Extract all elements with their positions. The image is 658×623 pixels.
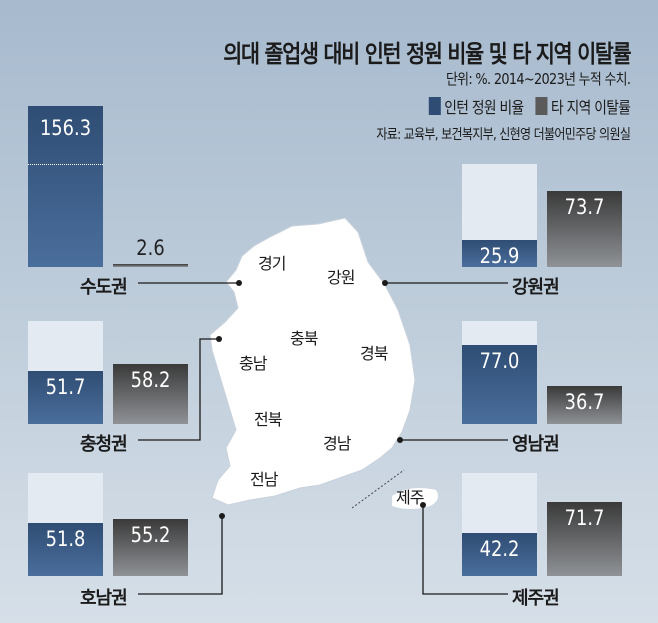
value-label-outflow: 55.2 xyxy=(130,523,171,548)
map-label-gangwon: 강원 xyxy=(327,268,355,287)
region-label: 영남권 xyxy=(512,434,560,455)
bar-outflow-호남권 xyxy=(113,519,188,576)
value-label-outflow: 2.6 xyxy=(136,236,165,261)
value-label-outflow: 58.2 xyxy=(130,368,171,393)
mainland-shape xyxy=(209,217,416,506)
legend: 인턴 정원 비율 타 지역 이탈률 xyxy=(428,94,631,118)
bar-intern-제주권 xyxy=(462,532,537,576)
region-label: 제주권 xyxy=(512,588,560,609)
region-dots xyxy=(216,280,426,519)
map-label-gyeongbuk: 경북 xyxy=(360,344,388,363)
map-label-chungbuk: 충북 xyxy=(290,329,318,348)
legend-label: 인턴 정원 비율 xyxy=(444,98,524,117)
bar-intern-영남권 xyxy=(462,344,537,424)
reference-100-line xyxy=(28,164,103,165)
map-label-gyeonggi: 경기 xyxy=(258,254,286,273)
legend-item-outflow: 타 지역 이탈률 xyxy=(535,94,631,118)
jeju-shape xyxy=(392,488,438,509)
region-label: 호남권 xyxy=(80,588,128,609)
value-label-intern: 156.3 xyxy=(39,116,92,140)
value-label-outflow: 73.7 xyxy=(564,195,605,220)
bar-outflow-충청권 xyxy=(113,364,188,424)
bar-outflow-수도권 xyxy=(113,264,188,267)
map-label-jeonbuk: 전북 xyxy=(254,410,282,429)
unit-note: 단위: %. 2014~2023년 누적 수치. xyxy=(445,70,631,88)
legend-swatch-intern xyxy=(428,97,441,115)
bar-intern-수도권 xyxy=(28,106,103,267)
value-label-intern: 42.2 xyxy=(479,536,520,561)
legend-label: 타 지역 이탈률 xyxy=(550,98,631,117)
map-label-jeju: 제주 xyxy=(396,488,424,507)
map-label-gyeongnam: 경남 xyxy=(323,434,351,453)
bar-outflow-제주권 xyxy=(547,502,622,576)
legend-swatch-outflow xyxy=(535,97,548,115)
map-label-chungnam: 충남 xyxy=(239,354,267,373)
source-note: 자료: 교육부, 보건복지부, 신현영 더불어민주당 의원실 xyxy=(376,127,631,143)
value-label-intern: 51.7 xyxy=(45,374,86,399)
value-label-intern: 77.0 xyxy=(479,348,520,373)
value-label-outflow: 36.7 xyxy=(564,390,605,415)
value-label-intern: 25.9 xyxy=(479,244,520,269)
bar-intern-호남권 xyxy=(28,522,103,576)
region-label: 수도권 xyxy=(80,277,128,298)
region-label: 충청권 xyxy=(80,434,128,455)
legend-item-intern: 인턴 정원 비율 xyxy=(428,94,524,118)
divider-line xyxy=(351,469,405,509)
map-label-jeonnam: 전남 xyxy=(250,470,278,489)
bar-intern-강원권 xyxy=(462,240,537,267)
value-label-outflow: 71.7 xyxy=(564,506,605,531)
bar-intern-충청권 xyxy=(28,370,103,424)
bar-outflow-강원권 xyxy=(547,191,622,267)
value-label-intern: 51.8 xyxy=(45,526,86,551)
leader-lines xyxy=(138,282,508,595)
chart-title: 의대 졸업생 대비 인턴 정원 비율 및 타 지역 이탈률 xyxy=(222,40,631,68)
bar-outflow-영남권 xyxy=(547,386,622,424)
region-label: 강원권 xyxy=(512,277,560,298)
